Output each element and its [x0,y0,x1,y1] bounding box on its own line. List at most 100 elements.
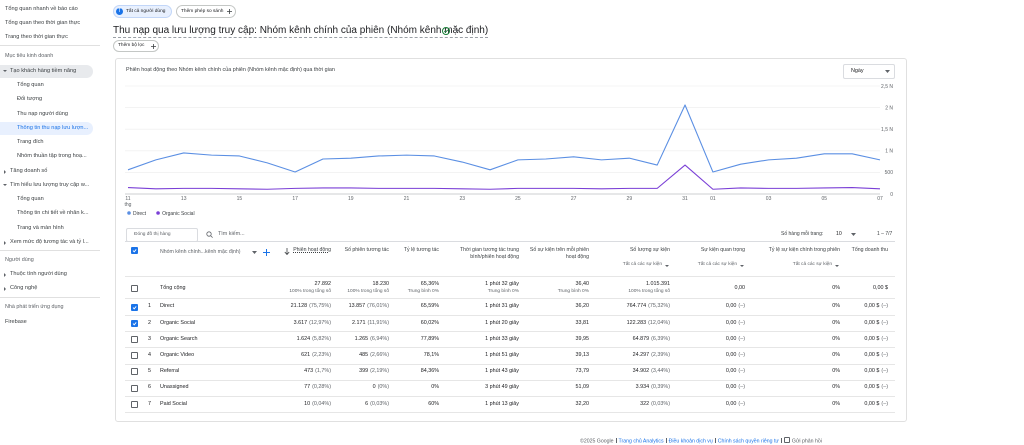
column-header[interactable]: Số sự kiện trên mỗi phiên hoạt động [529,247,589,260]
divider [0,250,100,251]
row-divider [125,347,895,349]
cell-share: (–) [881,335,888,342]
cell-value: 0,00 $ [864,303,880,310]
cell: 2.171 (11,91%) [304,320,389,326]
footer-link[interactable]: Trang chủ Analytics [618,438,664,445]
row-checkbox[interactable] [131,400,138,408]
row-index: 5 [148,368,151,375]
row-checkbox[interactable] [131,335,138,343]
row-name: Direct [160,303,175,310]
nav-item[interactable]: Thuộc tính người dùng [10,271,67,277]
row-index: 3 [148,335,151,342]
footer-link[interactable]: Gửi phản hồi [791,438,822,445]
column-header[interactable]: Số lượng sự kiện [629,247,670,253]
row-index: 2 [148,319,151,326]
cell-value: 65,59% [420,303,439,310]
row-divider [125,331,895,333]
nav-item[interactable]: Đối tượng [17,96,43,102]
cell-value: 0,00 [725,351,737,358]
y-tick-label: 500 [885,170,894,176]
cell-value: 0% [832,384,840,391]
column-header[interactable]: Tỷ lệ tương tác [403,247,439,253]
column-header[interactable]: Phiên hoạt động [293,247,331,253]
nav-item[interactable]: Tổng quan theo thời gian thực [5,20,81,26]
nav-item[interactable]: Nhóm thuần tập trong hoạ... [17,153,87,159]
dimension-header[interactable]: Nhóm kênh chính...kênh mặc định) [160,249,241,255]
toggle-chart-button[interactable]: Đóng đồ thị hàng [126,228,198,242]
cell-share: (75,75%) [309,303,331,310]
nav-item[interactable]: Thông tin chi tiết về nhân k... [17,210,89,216]
search-icon [206,231,213,238]
cell-value: 77,89% [420,335,439,342]
cell: 1 phút 43 giây [419,368,519,374]
x-tick-label: 27 [571,196,577,202]
nav-item[interactable]: Tổng quan [17,82,44,88]
x-tick-label: 11 [125,196,130,202]
nav-item[interactable]: Trang và màn hình [17,225,64,231]
nav-item[interactable]: Tổng quan nhanh về báo cáo [5,6,78,12]
cell: 0,00 (–) [650,401,745,407]
cell-value: 34.902 [632,368,650,375]
column-header[interactable]: Sự kiện quan trọng [700,247,745,253]
column-header[interactable]: Số phiên tương tác [344,247,389,253]
nav-item[interactable]: Tìm hiểu lưu lượng truy cập w... [10,182,90,188]
row-checkbox[interactable] [131,384,138,392]
compare-chip[interactable]: Thêm phép so sánh [176,5,236,18]
nav-item[interactable]: Firebase [5,319,27,325]
row-checkbox [131,285,138,292]
cell: 0,00 (–) [650,304,745,309]
column-header[interactable]: Tỷ lệ sự kiện chính trong phiên [768,247,840,253]
row-divider [125,276,895,277]
expand-arrow [3,70,7,72]
x-tick-label: 03 [766,196,772,202]
nav-item[interactable]: Thông tin thu nạp lưu lượn... [17,125,89,131]
row-index: 7 [148,400,151,407]
row-index: 1 [148,303,151,310]
cell: 39,13 [497,352,590,358]
column-header[interactable]: Tổng doanh thu [851,247,888,253]
nav-item[interactable]: Trang đích [17,139,44,145]
cell-value: 51,09 [575,384,590,391]
row-checkbox[interactable] [131,303,138,311]
nav-item[interactable]: Thu nạp người dùng [17,111,68,117]
cell-share: (–) [881,351,888,358]
cell-share: (2,39%) [651,351,670,358]
user-segment-chip[interactable]: T Tất cả người dùng [113,5,172,18]
cell-share: (0,03%) [651,400,670,407]
cell: 485 (2,66%) [304,352,389,358]
nav-item[interactable]: Tạo khách hàng tiềm năng [10,68,77,74]
cell: 6 (0,03%) [304,401,389,407]
nav-item[interactable]: Tăng doanh số [10,168,48,174]
cell-value: 64.879 [632,335,650,342]
total-value: 1 phút 32 giây [485,281,519,287]
search-input[interactable]: Tìm kiếm... [218,231,245,237]
add-dimension[interactable] [263,249,270,256]
rows-per-page[interactable]: 10 [836,231,842,237]
row-checkbox[interactable] [131,319,138,327]
cell: 473 (1,7%) [251,368,331,374]
check-mark [132,249,137,253]
filter-chip[interactable]: Thêm bộ lọc [113,40,159,52]
column-header[interactable]: Thời gian tương tác trung bình/phiên hoạ… [459,247,519,260]
nav-item[interactable]: Tổng quan [17,196,44,202]
rows-per-page-label: Số hàng mỗi trang: [781,231,824,237]
nav-item[interactable]: Công nghệ [10,285,38,291]
period-select[interactable]: Ngày [843,64,895,79]
cell-value: 0% [832,303,840,310]
x-tick-label: 15 [237,196,243,202]
footer-link[interactable]: Điều khoản dịch vụ [668,438,713,445]
row-checkbox[interactable] [131,368,138,376]
cell-value: 1 phút 20 giây [485,319,519,326]
row-checkbox[interactable] [131,352,138,360]
nav-item[interactable]: Trang theo thời gian thực [5,34,68,40]
nav-item[interactable]: Xem mức độ tương tác và tỷ l... [10,239,89,245]
cell-value: 0,00 $ [864,400,880,407]
total-value: 65,36% [420,281,439,287]
cell-value: 0 [372,384,376,391]
footer-link[interactable]: Chính sách quyền riêng tư [717,438,779,445]
cell-value: 78,1% [423,351,439,358]
select-all-checkbox[interactable] [131,247,138,254]
cell-share: (6,94%) [370,335,389,342]
row-name: Organic Video [160,351,195,358]
cell: 34.902 (3,44%) [570,368,670,375]
